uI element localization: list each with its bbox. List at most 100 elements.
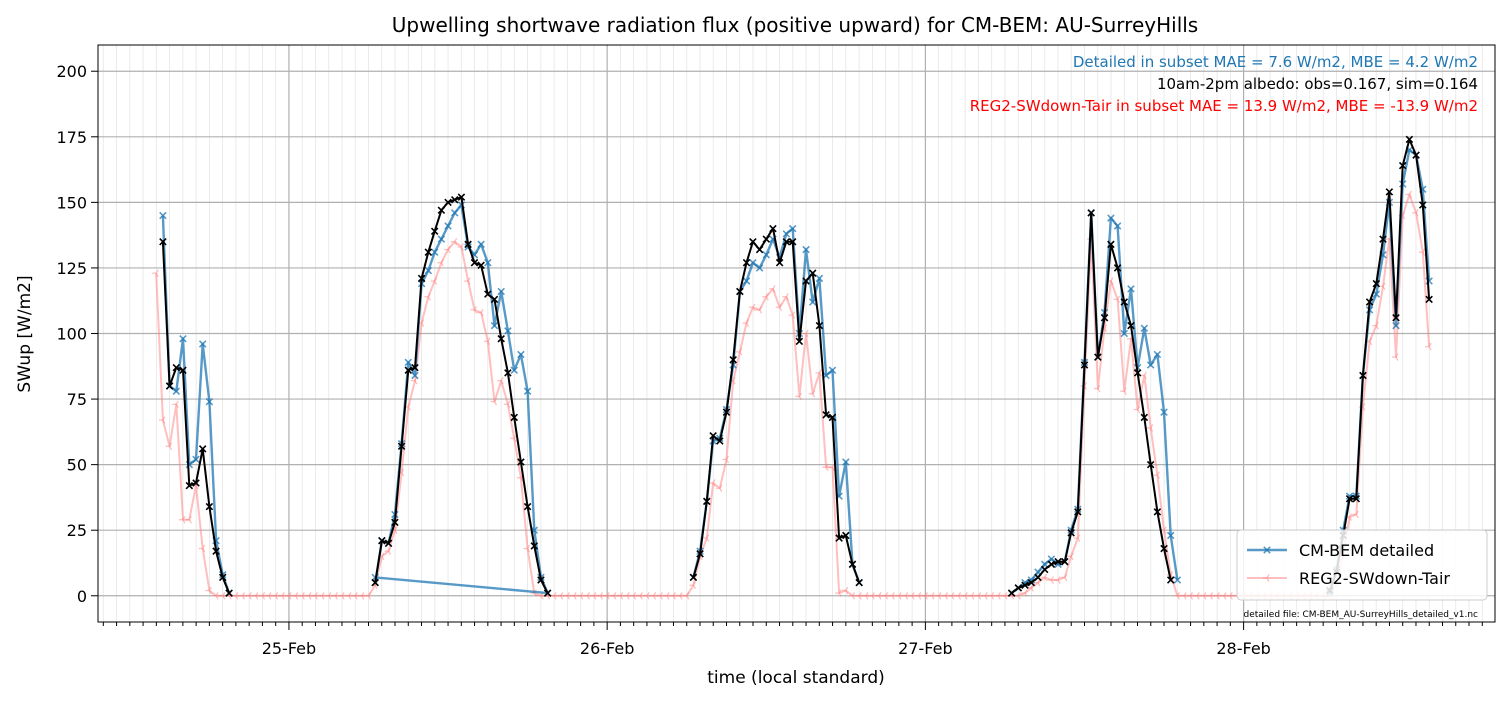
- marker-stroke: [580, 591, 584, 597]
- marker-stroke: [745, 322, 750, 327]
- marker-stroke: [188, 515, 192, 521]
- marker-stroke: [202, 548, 206, 553]
- marker-stroke: [1382, 282, 1386, 287]
- marker-stroke: [633, 595, 637, 600]
- data-point: [1193, 591, 1200, 600]
- data-point: [384, 539, 393, 548]
- data-point: [788, 224, 797, 233]
- marker-stroke: [1176, 595, 1180, 600]
- marker-stroke: [984, 595, 988, 600]
- marker-stroke: [169, 445, 173, 451]
- marker-stroke: [1183, 595, 1187, 600]
- data-point: [1040, 565, 1049, 574]
- marker-stroke: [268, 595, 272, 600]
- data-point: [404, 358, 413, 367]
- data-point: [304, 591, 312, 600]
- marker-stroke: [626, 595, 630, 600]
- data-point: [1412, 209, 1419, 217]
- marker-stroke: [1103, 327, 1108, 333]
- data-point: [729, 355, 737, 364]
- data-point: [1133, 405, 1141, 414]
- marker-stroke: [686, 591, 690, 597]
- marker-stroke: [573, 595, 577, 600]
- marker-stroke: [1402, 211, 1406, 216]
- data-point: [504, 327, 512, 335]
- marker-stroke: [484, 258, 492, 267]
- data-point: [715, 484, 723, 493]
- marker-stroke: [384, 539, 393, 548]
- data-point: [185, 515, 192, 524]
- data-point: [828, 366, 837, 374]
- data-point: [689, 581, 696, 590]
- marker-stroke: [444, 222, 452, 230]
- marker-stroke: [938, 595, 942, 600]
- data-point: [808, 269, 817, 277]
- marker-stroke: [1355, 514, 1359, 519]
- marker-stroke: [812, 390, 816, 395]
- marker-stroke: [371, 578, 379, 587]
- data-point: [1345, 494, 1354, 503]
- marker-stroke: [477, 261, 485, 270]
- marker-stroke: [613, 591, 617, 597]
- marker-stroke: [444, 198, 452, 207]
- marker-stroke: [1372, 279, 1381, 288]
- marker-stroke: [759, 306, 763, 311]
- data-point: [450, 209, 459, 217]
- marker-stroke: [497, 334, 505, 343]
- data-point: [749, 237, 757, 246]
- marker-stroke: [765, 296, 769, 301]
- data-point: [298, 591, 305, 600]
- data-point: [1392, 321, 1400, 330]
- marker-stroke: [772, 288, 776, 293]
- data-point: [656, 591, 663, 600]
- marker-stroke: [838, 592, 842, 597]
- data-point: [384, 547, 392, 556]
- marker-stroke: [1077, 534, 1081, 539]
- data-point: [934, 591, 942, 600]
- marker-stroke: [1037, 582, 1041, 587]
- marker-stroke: [162, 419, 166, 424]
- marker-stroke: [1349, 513, 1353, 518]
- data-point: [464, 277, 471, 285]
- marker-stroke: [732, 376, 736, 382]
- marker-stroke: [182, 519, 186, 524]
- marker-stroke: [314, 591, 318, 597]
- data-point: [556, 591, 564, 600]
- data-point: [1027, 578, 1036, 587]
- marker-stroke: [222, 591, 226, 597]
- data-point: [411, 371, 419, 380]
- data-point: [172, 363, 181, 372]
- data-point: [563, 591, 570, 600]
- marker-stroke: [414, 380, 418, 385]
- marker-stroke: [1017, 591, 1021, 597]
- marker-stroke: [679, 595, 683, 600]
- marker-stroke: [1412, 151, 1420, 159]
- marker-stroke: [361, 591, 365, 597]
- marker-stroke: [241, 591, 246, 597]
- marker-stroke: [805, 333, 809, 338]
- marker-stroke: [391, 518, 399, 527]
- marker-stroke: [1385, 188, 1394, 196]
- marker-stroke: [938, 591, 942, 597]
- marker-stroke: [812, 393, 816, 398]
- marker-stroke: [457, 193, 466, 201]
- marker-stroke: [692, 584, 696, 590]
- marker-stroke: [1153, 350, 1162, 359]
- marker-stroke: [838, 589, 842, 594]
- marker-stroke: [964, 591, 968, 597]
- marker-stroke: [719, 484, 723, 489]
- marker-stroke: [517, 458, 525, 466]
- marker-stroke: [553, 595, 557, 600]
- data-point: [861, 591, 869, 600]
- marker-stroke: [742, 258, 751, 267]
- data-point: [510, 366, 519, 374]
- marker-stroke: [328, 595, 332, 600]
- data-point: [1206, 591, 1214, 600]
- data-point: [1093, 384, 1101, 393]
- marker-stroke: [208, 590, 212, 595]
- marker-stroke: [1143, 375, 1147, 380]
- marker-stroke: [454, 237, 458, 243]
- data-point: [722, 455, 730, 464]
- marker-stroke: [1362, 406, 1366, 411]
- marker-stroke: [440, 262, 444, 267]
